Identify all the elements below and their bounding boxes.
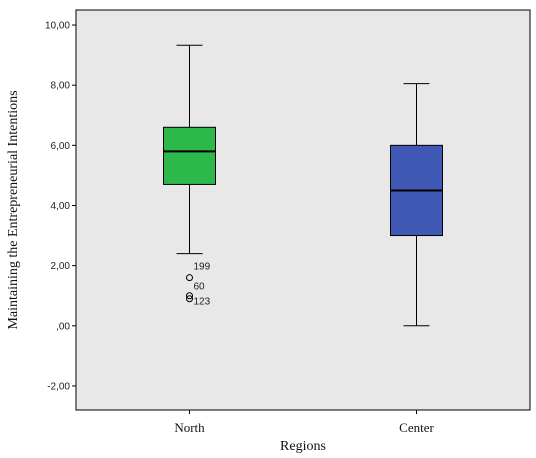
y-tick-label: ,00 [56,321,70,332]
outlier-label: 199 [194,262,211,273]
y-axis: -2,00 ,00 2,00 4,00 6,00 8,00 10,00 [45,21,76,392]
x-tick-label: Center [399,420,434,435]
y-axis-title: Maintaining the Entrepreneurial Intentio… [6,90,21,329]
outlier-label: 60 [194,282,206,293]
y-tick-label: 6,00 [51,141,71,152]
x-axis: North Center [174,410,434,435]
x-tick-label: North [174,420,205,435]
plot-area [75,9,531,411]
x-axis-title: Regions [280,439,326,454]
box-north: 199 60 123 [163,44,216,308]
outlier-point [186,292,193,300]
boxes-layer: 199 60 123 [163,44,443,327]
box-iqr [163,126,216,185]
y-tick-label: 10,00 [45,21,70,32]
y-tick-label: 8,00 [51,81,71,92]
outlier-label: 123 [194,297,211,308]
outlier-point [186,295,193,303]
y-tick-label: 4,00 [51,201,71,212]
box-center [390,83,443,327]
y-tick-label: -2,00 [47,381,70,392]
outlier-point [186,274,193,282]
y-tick-label: 2,00 [51,261,71,272]
